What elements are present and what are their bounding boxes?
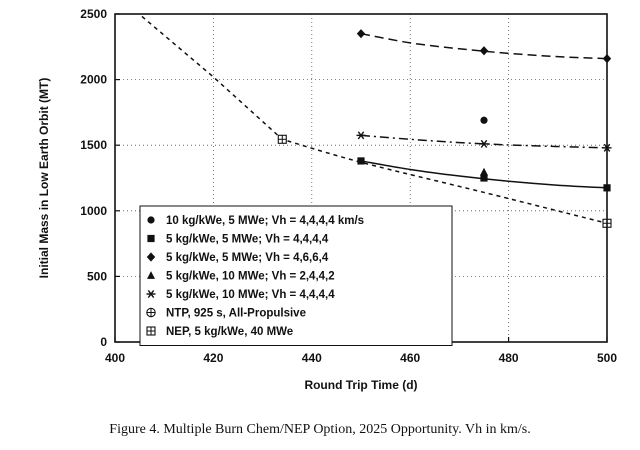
- legend-label-6: NTP, 925 s, All-Propulsive: [166, 308, 306, 320]
- y-tick-label: 2500: [80, 7, 107, 21]
- figure-caption: Figure 4. Multiple Burn Chem/NEP Option,…: [109, 422, 531, 437]
- legend-label-3: 5 kg/kWe, 5 MWe; Vh = 4,6,6,4: [166, 252, 329, 264]
- y-tick-label: 1500: [80, 138, 107, 152]
- legend-label-5: 5 kg/kWe, 10 MWe; Vh = 4,4,4,4: [166, 289, 335, 301]
- legend-label-1: 10 kg/kWe, 5 MWe; Vh = 4,4,4,4 km/s: [166, 215, 364, 227]
- series-line-5: [360, 134, 607, 149]
- series-line-3: [360, 32, 607, 60]
- data-point-series-5: [479, 139, 489, 148]
- legend-marker-5: [146, 289, 156, 299]
- legend-marker-4: [147, 271, 155, 279]
- legend-marker-3: [146, 252, 156, 262]
- data-point-series-7: [277, 134, 287, 144]
- legend-marker-6: [146, 307, 156, 318]
- y-tick-label: 2000: [80, 73, 107, 87]
- data-point-series-2: [480, 174, 488, 182]
- y-axis-title: Initial Mass in Low Earth Orbit (MT): [37, 78, 51, 279]
- x-tick-label: 400: [105, 351, 125, 365]
- legend-label-7: NEP, 5 kg/kWe, 40 MWe: [166, 326, 293, 338]
- x-axis-title: Round Trip Time (d): [304, 378, 417, 392]
- series-lines: [137, 14, 607, 224]
- data-point-series-2: [357, 157, 365, 165]
- data-point-series-3: [479, 46, 489, 56]
- x-tick-label: 480: [499, 351, 519, 365]
- legend-marker-1: [147, 216, 155, 224]
- legend-label-2: 5 kg/kWe, 5 MWe; Vh = 4,4,4,4: [166, 234, 329, 246]
- series-line-7: [137, 14, 607, 224]
- grid-lines: [115, 14, 607, 342]
- x-tick-label: 420: [203, 351, 223, 365]
- axis-ticks: 400 420 440 460 480 500 0 500 1000 1500 2000 2500: [80, 7, 617, 365]
- legend-box: [139, 205, 453, 346]
- y-tick-label: 1000: [80, 204, 107, 218]
- legend: 10 kg/kWe, 5 MWe; Vh = 4,4,4,4 km/s 5 kg/…: [139, 205, 453, 346]
- data-point-series-1: [480, 116, 488, 124]
- legend-label-4: 5 kg/kWe, 10 MWe; Vh = 2,4,4,2: [166, 271, 335, 283]
- data-point-series-4: [480, 167, 488, 176]
- legend-marker-7: [146, 326, 156, 336]
- legend-marker-2: [147, 234, 155, 243]
- x-tick-label: 440: [302, 351, 322, 365]
- data-point-series-3: [356, 29, 366, 39]
- series-markers: [277, 29, 612, 228]
- x-tick-label: 460: [400, 351, 420, 365]
- data-point-series-5: [356, 131, 366, 140]
- x-tick-label: 500: [597, 351, 617, 365]
- y-tick-label: 500: [87, 269, 107, 283]
- y-tick-label: 0: [100, 335, 107, 349]
